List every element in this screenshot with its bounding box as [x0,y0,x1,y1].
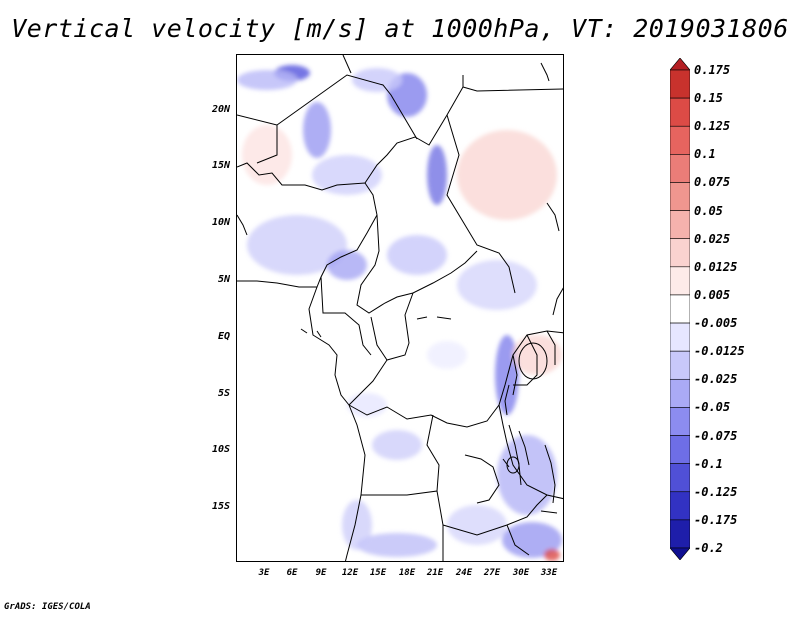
lat-label-5n: 5N [217,274,230,285]
colorbar-bin [670,58,690,71]
colorbar-bin [670,519,690,549]
lon-label-15e: 15E [369,568,387,578]
colorbar-bin [670,266,690,296]
lat-label-10n: 10N [211,217,230,228]
colorbar-bin [670,238,690,268]
lon-label-21e: 21E [426,568,444,578]
colorbar-bin [670,182,690,211]
lat-label-15s: 15S [211,501,230,512]
colorbar-label: 0.0125 [694,259,738,274]
map-panel [236,54,564,562]
colorbar-bin [670,491,690,521]
colorbar-bin [670,407,690,436]
colorbar-bin [670,463,690,493]
colorbar [670,58,690,560]
colorbar-label: 0.125 [694,119,731,134]
lon-label-24e: 24E [455,568,473,578]
colorbar-bin [670,547,690,560]
colorbar-label: -0.05 [694,400,731,415]
colorbar-bin [670,154,690,183]
colorbar-label: -0.025 [694,372,738,387]
lat-label-5s: 5S [217,388,230,399]
lakes [504,342,556,504]
colorbar-label: 0.175 [694,63,731,77]
colorbar-label: 0.005 [694,287,731,302]
lat-label-10s: 10S [211,444,230,455]
country-borders [237,55,563,561]
colorbar-bin [670,294,690,324]
colorbar-label: -0.075 [694,428,738,443]
colorbar-bin [670,350,690,380]
colorbar-label: 0.1 [694,147,716,162]
colorbar-label: -0.125 [694,484,738,499]
lon-label-27e: 27E [483,568,501,578]
colorbar-label: 0.075 [694,175,731,190]
map-title: Vertical velocity [m/s] at 1000hPa, VT: … [11,14,789,43]
colorbar-bin [670,378,690,408]
colorbar-bin [670,125,690,155]
colorbar-bin [670,97,690,127]
lon-label-9e: 9E [315,568,327,578]
lon-label-3e: 3E [258,568,270,578]
colorbar-bin [670,435,690,464]
lat-label-15n: 15N [211,160,230,171]
lon-label-30e: 30E [512,568,530,578]
colorbar-bin [670,322,690,352]
velocity-shading [237,65,562,561]
colorbar-label: 0.025 [694,231,731,246]
lat-label-20n: 20N [211,104,230,115]
colorbar-label: 0.05 [694,203,723,218]
colorbar-label: -0.175 [694,512,738,527]
lat-label-eq: EQ [217,331,230,342]
lon-label-6e: 6E [286,568,298,578]
colorbar-label: -0.0125 [694,344,745,359]
colorbar-label: -0.1 [694,456,723,471]
colorbar-label: -0.005 [694,316,738,331]
lon-label-18e: 18E [398,568,416,578]
lon-label-33e: 33E [540,568,558,578]
colorbar-bin [670,210,690,240]
map-canvas [237,55,563,561]
colorbar-label: 0.15 [694,91,723,106]
colorbar-bin [670,69,690,99]
lon-label-12e: 12E [341,568,359,578]
colorbar-label: -0.2 [694,541,723,555]
grads-credit: GrADS: IGES/COLA [4,602,91,612]
